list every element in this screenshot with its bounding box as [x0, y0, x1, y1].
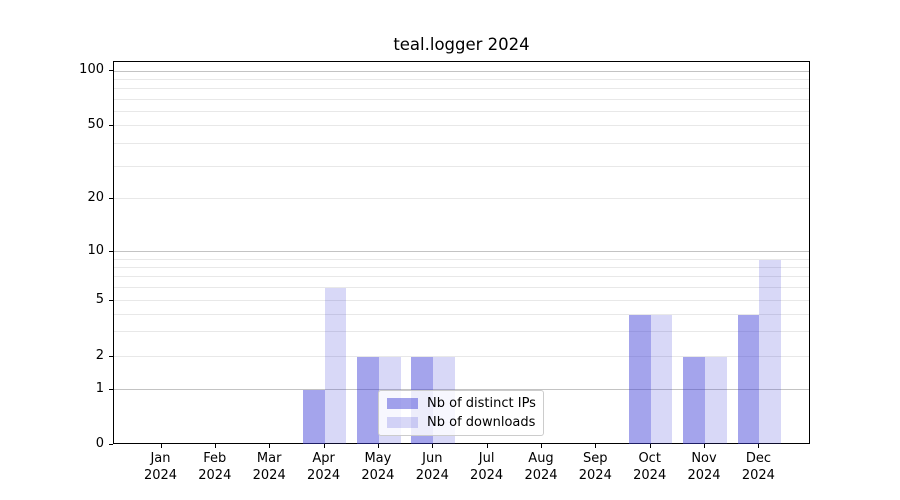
- y-tick-label: 0: [95, 435, 104, 451]
- gridline-minor: [114, 258, 809, 260]
- y-tick-label: 20: [87, 189, 104, 205]
- bar-nb-of-downloads-apr: [324, 288, 347, 444]
- x-tick-mark: [758, 444, 760, 448]
- x-tick-label: May 2024: [361, 451, 395, 483]
- legend-label-nb-of-distinct-ips: Nb of distinct IPs: [427, 395, 536, 411]
- x-tick-label: Jan 2024: [143, 451, 178, 483]
- y-tick-mark: [109, 197, 113, 199]
- legend-swatch-nb-of-downloads: [387, 417, 418, 428]
- x-tick-mark: [269, 444, 271, 448]
- gridline-minor: [114, 313, 809, 315]
- x-tick-mark: [160, 444, 162, 448]
- x-tick-label: Dec 2024: [741, 451, 775, 483]
- bar-nb-of-downloads-nov: [705, 357, 727, 444]
- x-tick-mark: [377, 444, 379, 448]
- gridline-minor: [114, 98, 809, 100]
- bar-nb-of-downloads-oct: [650, 314, 673, 444]
- gridline-minor: [114, 287, 809, 289]
- gridline-minor: [114, 78, 809, 80]
- bar-nb-of-distinct-ips-oct: [628, 314, 651, 444]
- gridline-minor: [114, 142, 809, 144]
- x-tick-label: Nov 2024: [687, 451, 721, 483]
- x-tick-label: Oct 2024: [633, 451, 667, 483]
- x-tick-mark: [214, 444, 216, 448]
- gridline-minor: [114, 266, 809, 268]
- bar-nb-of-distinct-ips-nov: [683, 357, 705, 444]
- x-tick-mark: [704, 444, 705, 448]
- y-tick-label: 1: [95, 380, 104, 396]
- x-tick-mark: [486, 444, 488, 448]
- y-tick-label: 2: [95, 347, 104, 363]
- x-tick-mark: [649, 444, 651, 448]
- gridline-minor: [114, 356, 809, 357]
- gridline-minor: [114, 165, 809, 167]
- gridline-minor: [114, 198, 809, 199]
- gridline-major: [114, 389, 809, 390]
- x-tick-mark: [432, 444, 434, 448]
- y-tick-mark: [109, 70, 113, 72]
- gridline-minor: [114, 300, 809, 301]
- x-tick-label: Jul 2024: [470, 451, 504, 483]
- gridline-minor: [114, 110, 809, 112]
- bar-nb-of-downloads-dec: [759, 259, 782, 444]
- y-tick-mark: [109, 299, 113, 301]
- gridline-minor: [114, 88, 809, 90]
- x-tick-label: Mar 2024: [252, 451, 286, 483]
- y-tick-mark: [109, 355, 113, 357]
- y-tick-label: 5: [95, 291, 104, 307]
- gridline-minor: [114, 331, 809, 333]
- gridline-minor: [114, 125, 809, 126]
- x-tick-label: Jun 2024: [415, 451, 449, 483]
- x-tick-label: Sep 2024: [578, 451, 612, 483]
- legend: Nb of distinct IPs Nb of downloads: [378, 390, 544, 436]
- bar-nb-of-distinct-ips-may: [357, 357, 379, 444]
- bar-nb-of-distinct-ips-dec: [737, 314, 760, 444]
- y-tick-label: 100: [79, 62, 104, 78]
- y-tick-mark: [109, 443, 113, 445]
- x-tick-label: Apr 2024: [307, 451, 341, 483]
- legend-label-nb-of-downloads: Nb of downloads: [427, 414, 536, 430]
- y-tick-label: 50: [87, 116, 104, 132]
- gridline-major: [114, 70, 809, 72]
- legend-row: Nb of downloads: [387, 414, 536, 430]
- bar-nb-of-distinct-ips-apr: [302, 390, 325, 444]
- legend-swatch-nb-of-distinct-ips: [387, 398, 418, 409]
- plot-area: [113, 61, 810, 444]
- x-tick-label: Feb 2024: [198, 451, 232, 483]
- x-tick-mark: [541, 444, 542, 448]
- gridline-minor: [114, 276, 809, 278]
- x-tick-mark: [595, 444, 597, 448]
- chart-title: teal.logger 2024: [393, 35, 530, 54]
- y-tick-mark: [109, 388, 113, 390]
- y-tick-mark: [109, 250, 113, 252]
- legend-row: Nb of distinct IPs: [387, 395, 536, 411]
- y-tick-mark: [109, 124, 113, 126]
- y-tick-label: 10: [87, 242, 104, 258]
- x-tick-mark: [323, 444, 325, 448]
- gridline-major: [114, 251, 809, 252]
- x-tick-label: Aug 2024: [524, 451, 558, 483]
